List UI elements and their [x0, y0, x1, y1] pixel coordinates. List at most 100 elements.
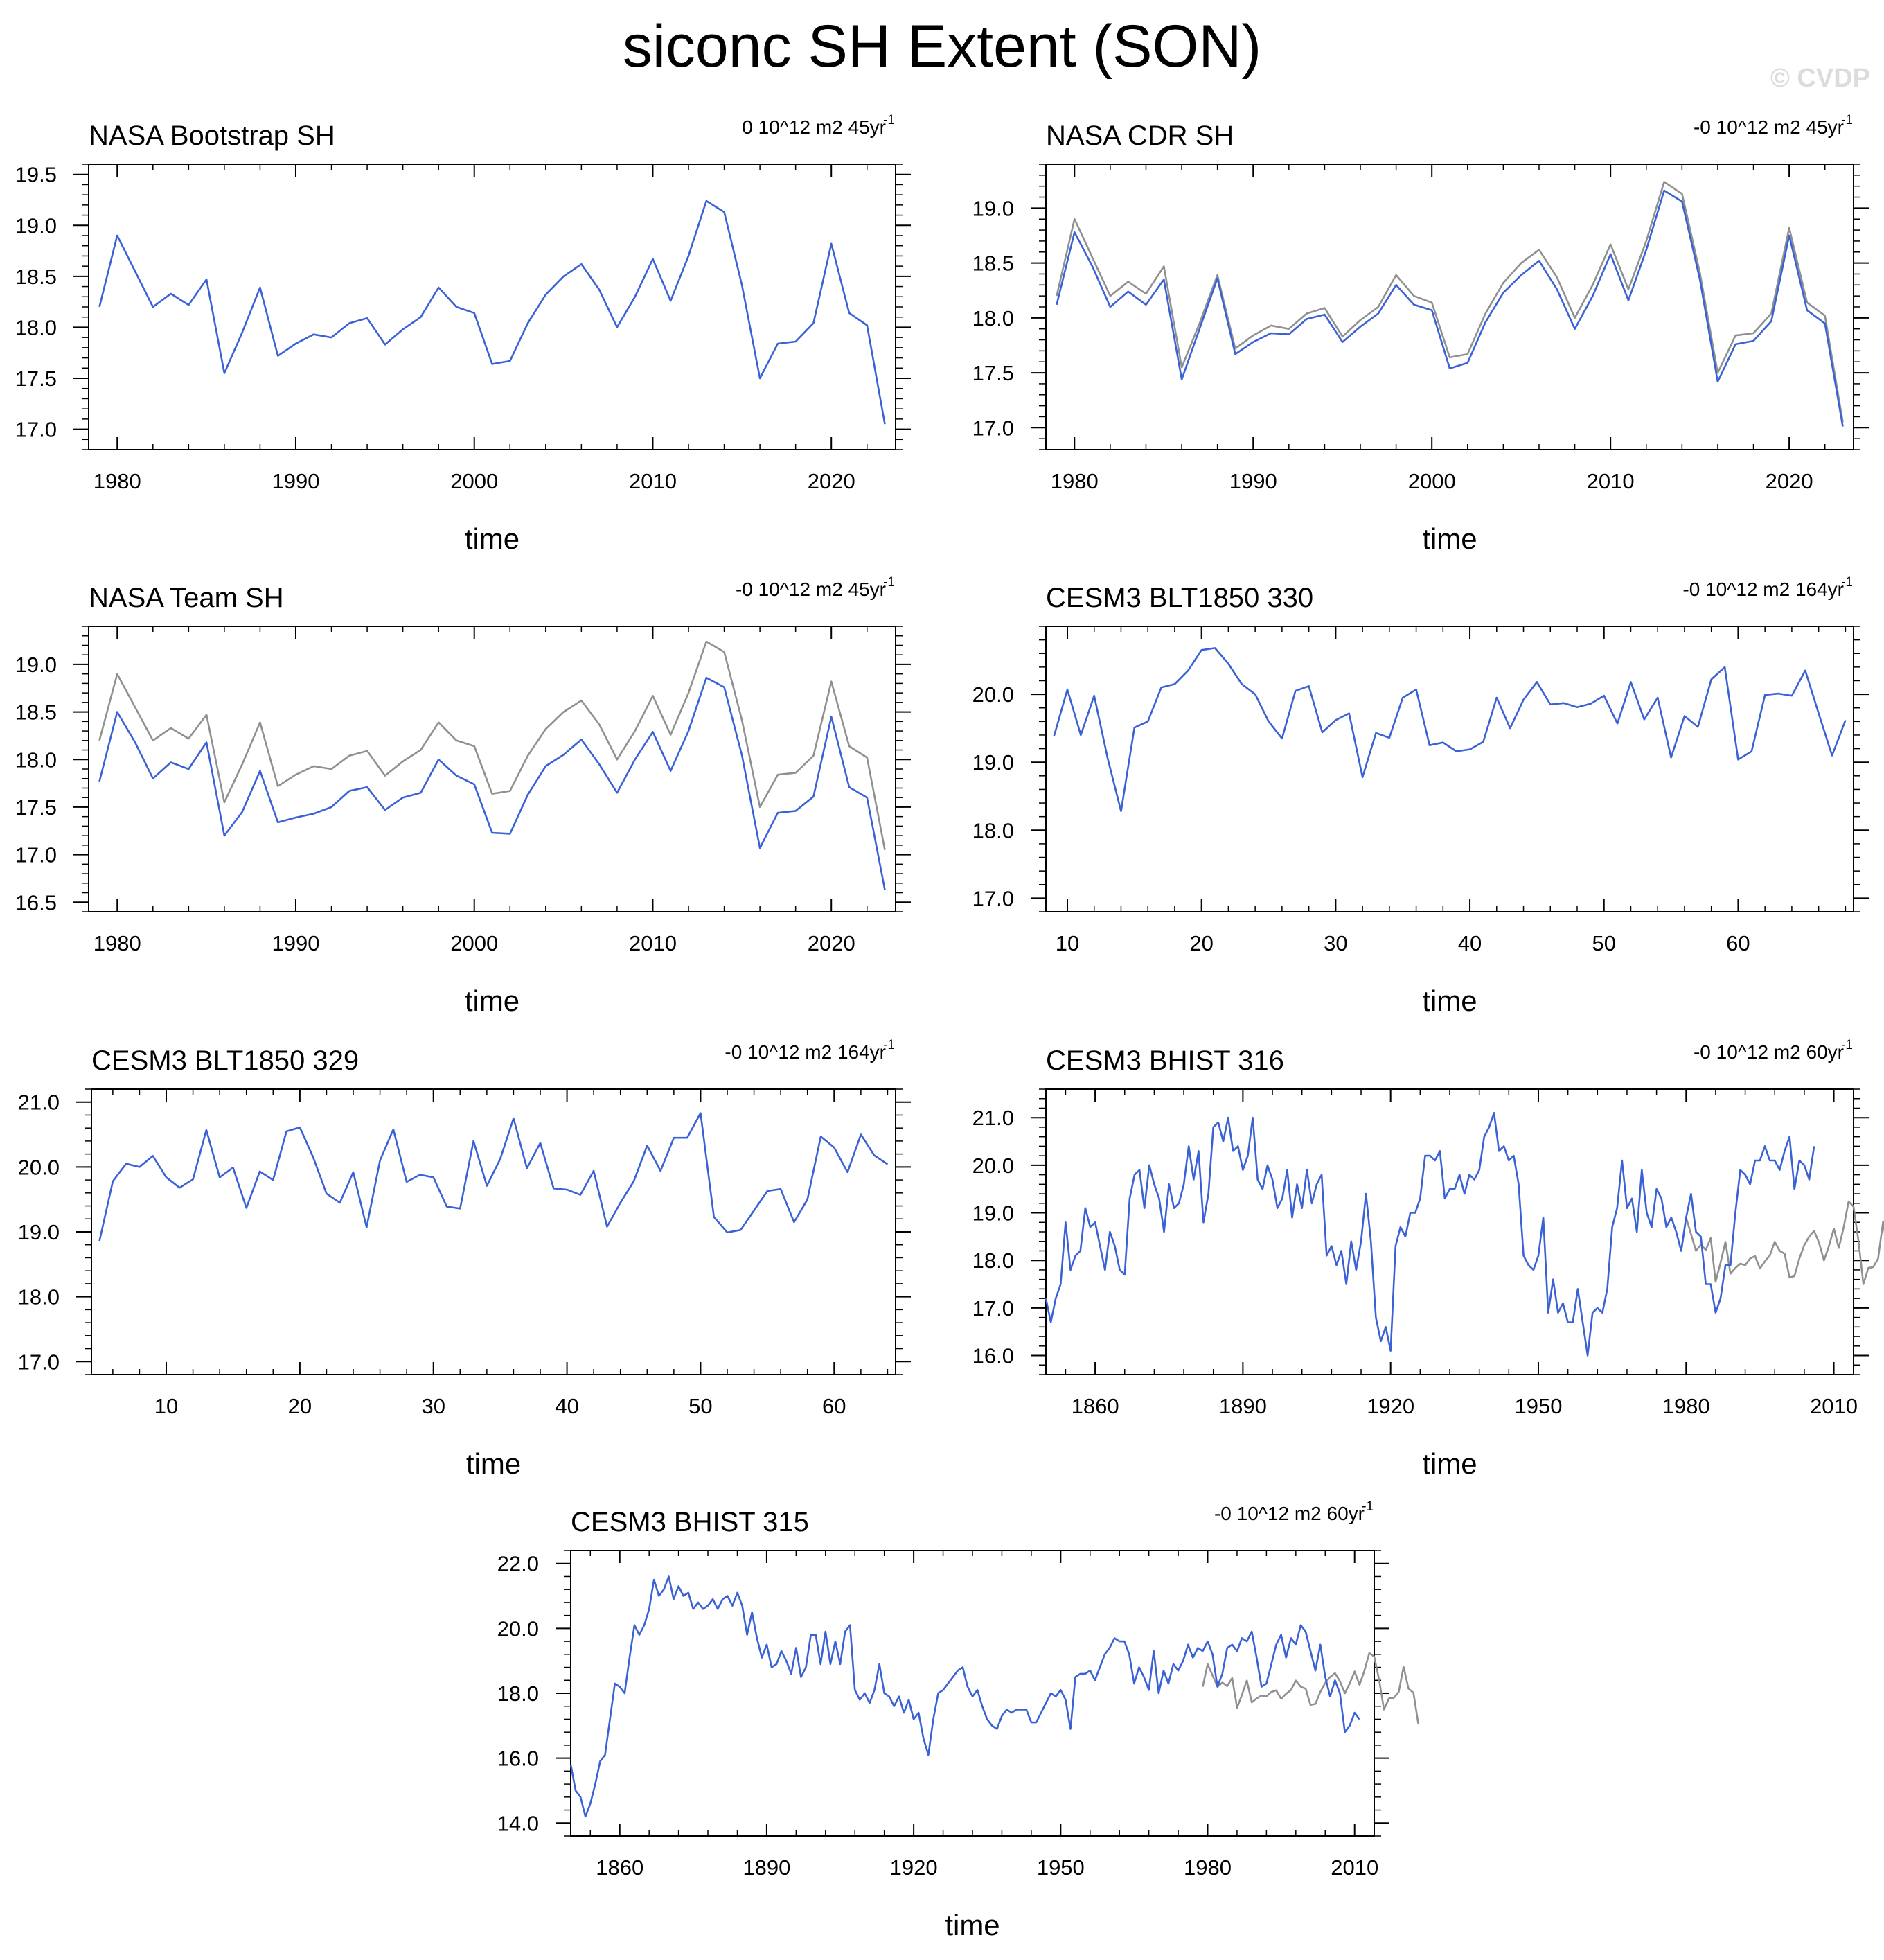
x-tick-label: 40 — [1458, 931, 1482, 955]
x-tick-label: 2010 — [1331, 1855, 1378, 1880]
x-tick-label: 1980 — [1184, 1855, 1232, 1880]
y-tick-label: 18.0 — [972, 306, 1014, 330]
x-tick-label: 30 — [421, 1394, 445, 1418]
trend-exponent: -1 — [1362, 1499, 1374, 1514]
y-tick-label: 19.0 — [972, 196, 1014, 220]
trend-exponent: -1 — [883, 575, 895, 590]
x-tick-label: 2020 — [1766, 469, 1813, 493]
trend-label: -0 10^12 m2 45yr — [736, 579, 886, 600]
x-tick-label: 1990 — [272, 469, 319, 493]
x-tick-label: 10 — [1056, 931, 1079, 955]
x-tick-label: 2000 — [450, 931, 498, 955]
y-tick-label: 18.0 — [972, 1248, 1014, 1273]
panel-title: NASA Team SH — [89, 583, 284, 613]
trend-label: -0 10^12 m2 164yr — [1682, 579, 1844, 600]
trend-label: -0 10^12 m2 60yr — [1214, 1503, 1365, 1524]
trend-label: -0 10^12 m2 45yr — [1694, 116, 1844, 138]
y-tick-label: 21.0 — [972, 1106, 1014, 1130]
x-tick-label: 1980 — [94, 931, 141, 955]
trend-exponent: -1 — [1841, 113, 1853, 127]
y-tick-label: 17.0 — [18, 1350, 60, 1374]
y-tick-label: 20.0 — [972, 1154, 1014, 1178]
x-tick-label: 40 — [555, 1394, 578, 1418]
y-tick-label: 18.0 — [972, 818, 1014, 842]
y-tick-label: 16.5 — [15, 890, 57, 915]
plot-frame — [91, 1088, 896, 1375]
y-tick-label: 17.0 — [15, 418, 57, 442]
x-tick-label: 1890 — [743, 1855, 790, 1880]
trend-exponent: -1 — [1841, 1038, 1853, 1052]
plot-frame — [1045, 626, 1854, 912]
primary-series-line — [1056, 189, 1844, 427]
y-tick-label: 19.0 — [972, 1201, 1014, 1226]
x-axis-title: time — [1422, 985, 1477, 1017]
plot-frame — [1045, 1088, 1854, 1375]
y-tick-label: 18.5 — [972, 251, 1014, 276]
y-tick-label: 17.5 — [972, 361, 1014, 385]
x-tick-label: 1920 — [1367, 1394, 1414, 1418]
x-tick-label: 1950 — [1514, 1394, 1562, 1418]
plot-frame — [570, 1550, 1375, 1837]
plot-frame — [88, 164, 896, 450]
chart-panel-3: NASA Team SH -0 10^12 m2 45yr-1 1980 1990 20… — [15, 575, 911, 1017]
x-tick-label: 20 — [288, 1394, 312, 1418]
plot-frame — [1045, 164, 1854, 450]
x-tick-label: 1990 — [1229, 469, 1277, 493]
chart-panel-6: CESM3 BHIST 316 -0 10^12 m2 60yr-1 1860 189… — [972, 1038, 1884, 1480]
reference-series-line — [1056, 181, 1844, 423]
y-tick-label: 18.0 — [497, 1681, 539, 1706]
x-axis-title: time — [1422, 1447, 1477, 1480]
chart-panel-2: NASA CDR SH -0 10^12 m2 45yr-1 1980 1990 200… — [972, 113, 1869, 555]
y-tick-label: 22.0 — [497, 1552, 539, 1576]
x-tick-label: 1980 — [1051, 469, 1099, 493]
primary-series-line — [98, 200, 886, 425]
x-tick-label: 1920 — [890, 1855, 938, 1880]
x-tick-label: 1950 — [1037, 1855, 1085, 1880]
y-tick-label: 21.0 — [18, 1091, 60, 1115]
panel-title: NASA Bootstrap SH — [89, 121, 335, 151]
trend-exponent: -1 — [883, 113, 895, 127]
y-tick-label: 20.0 — [18, 1155, 60, 1179]
x-tick-label: 2020 — [808, 469, 855, 493]
credit-label: © CVDP — [1770, 64, 1870, 93]
y-tick-label: 18.5 — [15, 700, 57, 725]
y-tick-label: 18.5 — [15, 265, 57, 289]
x-tick-label: 1860 — [1072, 1394, 1119, 1418]
x-tick-label: 1890 — [1219, 1394, 1267, 1418]
reference-series-line — [1680, 1200, 1884, 1285]
y-tick-label: 17.0 — [972, 1296, 1014, 1321]
x-axis-title: time — [465, 522, 519, 555]
x-tick-label: 50 — [1592, 931, 1615, 955]
y-tick-label: 17.0 — [972, 416, 1014, 440]
x-tick-label: 2000 — [1408, 469, 1456, 493]
primary-series-line — [98, 676, 886, 890]
primary-series-line — [569, 1575, 1360, 1818]
x-tick-label: 1980 — [1662, 1394, 1710, 1418]
y-tick-label: 16.0 — [972, 1344, 1014, 1368]
panel-title: CESM3 BHIST 315 — [571, 1507, 809, 1537]
y-tick-label: 17.5 — [15, 795, 57, 820]
x-tick-label: 2000 — [450, 469, 498, 493]
reference-series-line — [1202, 1652, 1419, 1724]
x-tick-label: 1990 — [272, 931, 319, 955]
y-tick-label: 18.0 — [18, 1285, 60, 1309]
chart-panel-7: CESM3 BHIST 315 -0 10^12 m2 60yr-1 1860 189… — [497, 1499, 1419, 1941]
trend-label: -0 10^12 m2 60yr — [1694, 1041, 1844, 1063]
y-tick-label: 19.5 — [15, 163, 57, 187]
primary-series-line — [98, 1112, 889, 1242]
y-tick-label: 16.0 — [497, 1747, 539, 1771]
trend-exponent: -1 — [883, 1038, 895, 1052]
x-tick-label: 60 — [822, 1394, 846, 1418]
x-tick-label: 1860 — [596, 1855, 643, 1880]
y-tick-label: 17.0 — [15, 843, 57, 867]
chart-panel-5: CESM3 BLT1850 329 -0 10^12 m2 164yr-1 10 20… — [18, 1038, 911, 1480]
x-tick-label: 2010 — [1810, 1394, 1858, 1418]
x-axis-title: time — [945, 1909, 999, 1941]
x-tick-label: 30 — [1324, 931, 1347, 955]
primary-series-line — [1053, 647, 1847, 813]
y-tick-label: 19.0 — [15, 213, 57, 238]
x-tick-label: 2010 — [629, 931, 677, 955]
y-tick-label: 19.0 — [972, 750, 1014, 775]
x-tick-label: 2020 — [808, 931, 855, 955]
